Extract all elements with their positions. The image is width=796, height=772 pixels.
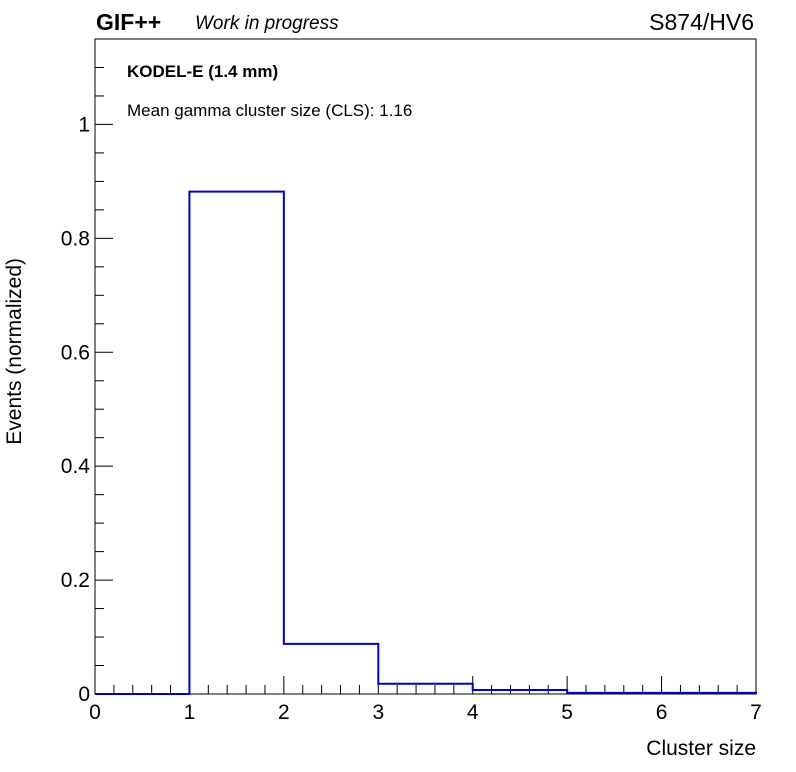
x-axis-title: Cluster size (646, 737, 756, 760)
y-tick-label: 0.8 (61, 227, 90, 250)
x-tick-label: 4 (467, 701, 479, 724)
tick-labels: 0 1 2 3 4 5 6 7 0 0.2 0.4 0.6 0.8 1 (61, 113, 762, 724)
run-label: S874/HV6 (649, 9, 754, 35)
x-tick-label: 0 (89, 701, 101, 724)
y-tick-label: 1 (78, 113, 90, 136)
histogram-bin (378, 684, 472, 694)
y-tick-label: 0.6 (61, 341, 90, 364)
x-tick-label: 7 (750, 701, 762, 724)
histogram-outline (95, 190, 757, 695)
axis-ticks (94, 38, 757, 695)
mean-cls-label: Mean gamma cluster size (CLS): 1.16 (127, 101, 412, 120)
experiment-label: GIF++ (96, 9, 161, 35)
histogram-bins (189, 192, 756, 694)
histogram-bin (284, 644, 378, 694)
histogram-bin (189, 192, 283, 694)
y-axis-title: Events (normalized) (3, 258, 26, 445)
y-tick-label: 0.2 (61, 569, 90, 592)
y-tick-label: 0 (78, 683, 90, 706)
x-tick-label: 6 (656, 701, 668, 724)
status-label: Work in progress (195, 13, 339, 34)
y-tick-label: 0.4 (61, 455, 91, 478)
x-tick-label: 1 (184, 701, 196, 724)
x-tick-label: 3 (372, 701, 384, 724)
detector-label: KODEL-E (1.4 mm) (127, 62, 278, 81)
x-tick-label: 5 (561, 701, 573, 724)
plot-frame (94, 38, 757, 695)
x-tick-label: 2 (278, 701, 290, 724)
